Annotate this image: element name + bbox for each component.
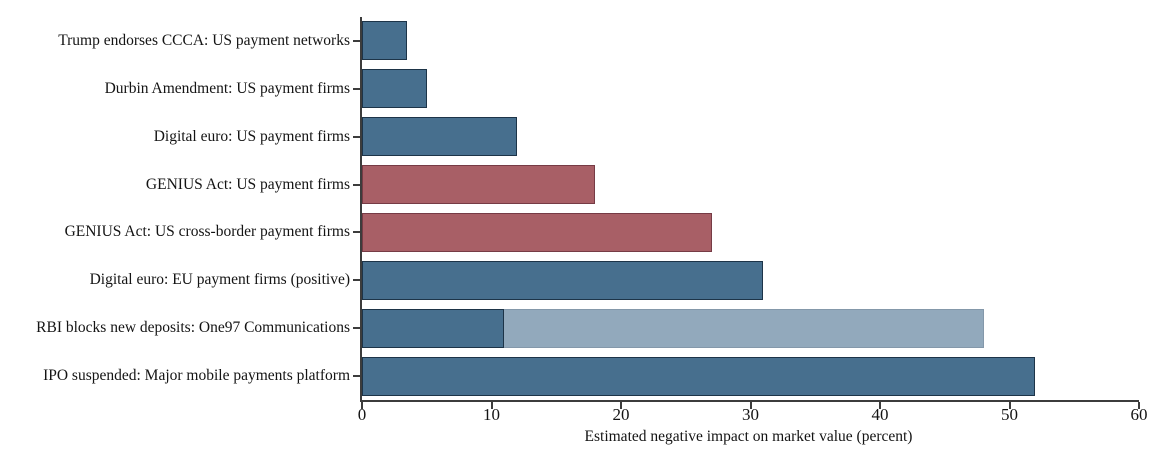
category-label: GENIUS Act: US cross-border payment firm…	[64, 223, 350, 241]
bar-overlay-segment	[362, 308, 505, 348]
x-axis-tick	[620, 402, 622, 409]
x-axis-tick	[490, 402, 493, 409]
x-tick-label: 50	[1001, 405, 1018, 424]
category-label: RBI blocks new deposits: One97 Communica…	[36, 319, 350, 337]
category-label: IPO suspended: Major mobile payments pla…	[43, 367, 350, 385]
y-axis-tick	[353, 87, 360, 90]
x-axis-tick	[749, 402, 752, 409]
bar	[362, 69, 427, 109]
x-tick-label: 60	[1130, 405, 1148, 424]
x-axis-title: Estimated negative impact on market valu…	[584, 428, 913, 445]
x-tick-label: 10	[483, 405, 500, 424]
category-label: GENIUS Act: US payment firms	[145, 175, 350, 193]
x-tick-label: 0	[357, 405, 367, 424]
x-tick-label: 20	[612, 405, 630, 424]
bar	[362, 212, 712, 252]
bar	[362, 117, 518, 157]
y-axis-tick	[353, 39, 360, 42]
y-axis-tick	[353, 279, 360, 282]
plot-area	[360, 17, 1139, 402]
x-axis-tick	[1008, 402, 1011, 409]
category-label: Digital euro: EU payment firms (positive…	[89, 271, 350, 289]
y-axis-tick	[353, 231, 360, 234]
x-axis-tick	[879, 402, 881, 409]
bar	[362, 165, 596, 205]
x-tick-label: 40	[871, 405, 889, 424]
y-axis-tick	[353, 375, 360, 378]
x-axis-tick	[361, 402, 363, 409]
x-tick-label: 30	[742, 405, 759, 424]
y-axis-tick	[353, 135, 360, 138]
bar	[362, 356, 1036, 396]
x-axis-tick	[1138, 402, 1140, 409]
y-axis-tick	[353, 183, 360, 186]
y-axis-tick	[353, 327, 360, 330]
bar	[362, 21, 408, 61]
bar	[362, 260, 764, 300]
category-label: Trump endorses CCCA: US payment networks	[58, 31, 350, 49]
category-label: Digital euro: US payment firms	[153, 127, 350, 145]
category-label: Durbin Amendment: US payment firms	[104, 79, 350, 97]
